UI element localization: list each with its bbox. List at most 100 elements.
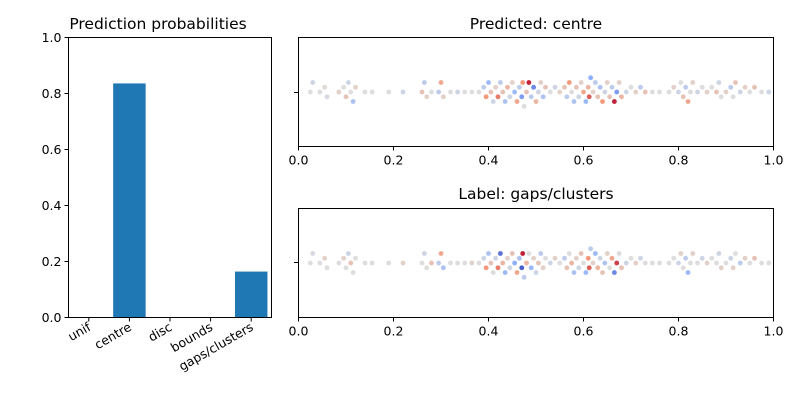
swarm-label-point	[680, 264, 687, 271]
swarm-predicted-point	[497, 79, 504, 86]
swarm-predicted-point	[480, 84, 487, 91]
swarm-predicted-point	[516, 84, 523, 91]
swarm-predicted-point	[469, 89, 475, 95]
swarm-predicted-point	[561, 84, 568, 91]
swarm-predicted-point	[537, 79, 544, 86]
swarm-label-point	[502, 269, 508, 276]
swarm-label-point	[666, 260, 672, 266]
swarm-predicted-point	[708, 84, 715, 91]
swarm-predicted-point	[675, 89, 682, 95]
swarm-predicted-point	[575, 93, 582, 100]
swarm-label-point	[613, 260, 620, 266]
swarm-predicted-point	[613, 89, 620, 95]
swarm-label-point	[490, 269, 497, 276]
swarm-label-point	[751, 255, 758, 262]
bar-bars	[113, 83, 268, 318]
swarm-predicted-x-tick-label: 0.0	[289, 153, 309, 168]
swarm-label-point	[362, 260, 368, 266]
swarm-label-point	[547, 260, 554, 266]
swarm-label-point	[519, 250, 526, 257]
swarm-predicted-title: Predicted: centre	[470, 15, 602, 33]
swarm-label-point	[656, 260, 663, 266]
swarm-label-point	[447, 260, 454, 266]
swarm-predicted-point	[504, 84, 511, 91]
swarm-label-point	[492, 255, 499, 262]
bar-y-tick-label: 0.0	[42, 310, 62, 325]
swarm-predicted-point	[428, 89, 435, 95]
swarm-label-axes-frame	[298, 208, 774, 318]
swarm-predicted-point	[454, 89, 461, 95]
swarm-predicted-point	[592, 79, 599, 86]
swarm-label-point	[602, 260, 608, 266]
bar-axes-frame	[68, 37, 272, 318]
swarm-label-point	[428, 260, 435, 266]
swarm-label-point	[480, 255, 487, 262]
swarm-predicted-point	[317, 89, 323, 95]
swarm-label-point	[723, 260, 729, 266]
swarm-label-point	[649, 260, 656, 266]
swarm-label-point	[476, 260, 482, 266]
swarm-label-point	[369, 260, 375, 266]
swarm-predicted-point	[499, 89, 506, 95]
swarm-label-point	[578, 250, 584, 257]
swarm-label-point	[535, 260, 542, 266]
swarm-predicted-point	[340, 84, 347, 91]
swarm-predicted-point	[637, 84, 644, 91]
swarm-predicted-point	[758, 89, 765, 95]
swarm-predicted-point	[438, 79, 444, 86]
swarm-predicted-point	[492, 84, 499, 91]
swarm-label-point	[488, 260, 494, 266]
swarm-label-point	[765, 260, 772, 266]
swarm-label-point	[343, 264, 349, 271]
swarm-label-point	[526, 250, 532, 257]
swarm-label-point	[497, 250, 504, 257]
swarm-label-point	[637, 255, 644, 262]
swarm-label-point	[689, 250, 696, 257]
swarm-label-point	[317, 260, 323, 266]
swarm-predicted-point	[343, 93, 349, 100]
swarm-label-point	[421, 250, 428, 257]
swarm-predicted-point	[751, 84, 758, 91]
swarm-label-point	[594, 264, 601, 271]
swarm-label-point	[618, 264, 625, 271]
swarm-label-point	[592, 250, 599, 257]
swarm-predicted-point	[732, 79, 739, 86]
swarm-label-point	[708, 255, 715, 262]
swarm-predicted-point	[628, 84, 634, 91]
swarm-predicted-point	[385, 89, 392, 95]
swarm-predicted-point	[514, 98, 520, 105]
swarm-predicted-point	[309, 79, 316, 86]
swarm-predicted-point	[476, 89, 482, 95]
swarm-predicted-point	[528, 93, 535, 100]
bar-chart-title: Prediction probabilities	[69, 15, 246, 33]
swarm-label-point	[682, 255, 689, 262]
swarm-label-x-tick-label: 1.0	[764, 324, 784, 339]
bar-y-tick-label: 0.2	[42, 254, 62, 269]
bar-y-tick-label: 0.8	[42, 86, 62, 101]
swarm-predicted-point	[345, 79, 352, 86]
bar-y-tick-label: 1.0	[42, 30, 62, 45]
swarm-label-point	[732, 250, 739, 257]
swarm-predicted-point	[362, 89, 368, 95]
swarm-predicted-point	[568, 89, 575, 95]
swarm-predicted-point	[530, 84, 537, 91]
swarm-label-point	[495, 264, 501, 271]
swarm-label-point	[309, 250, 316, 257]
swarm-predicted-point	[336, 89, 342, 95]
swarm-predicted-point	[642, 89, 649, 95]
swarm-label-point	[483, 264, 489, 271]
swarm-label-point	[564, 264, 570, 271]
swarm-predicted-x-tick-label: 0.4	[479, 153, 499, 168]
swarm-predicted-point	[547, 89, 554, 95]
swarm-label-point	[419, 260, 425, 266]
swarm-predicted-point	[611, 98, 618, 105]
swarm-predicted-point	[694, 89, 701, 95]
swarm-label-point	[321, 255, 328, 262]
swarm-label-point	[542, 255, 549, 262]
swarm-label-point	[583, 269, 589, 276]
swarm-label-point	[742, 255, 748, 262]
swarm-label-point	[623, 260, 630, 266]
swarm-predicted-point	[737, 89, 744, 95]
swarm-predicted-points	[307, 74, 772, 110]
